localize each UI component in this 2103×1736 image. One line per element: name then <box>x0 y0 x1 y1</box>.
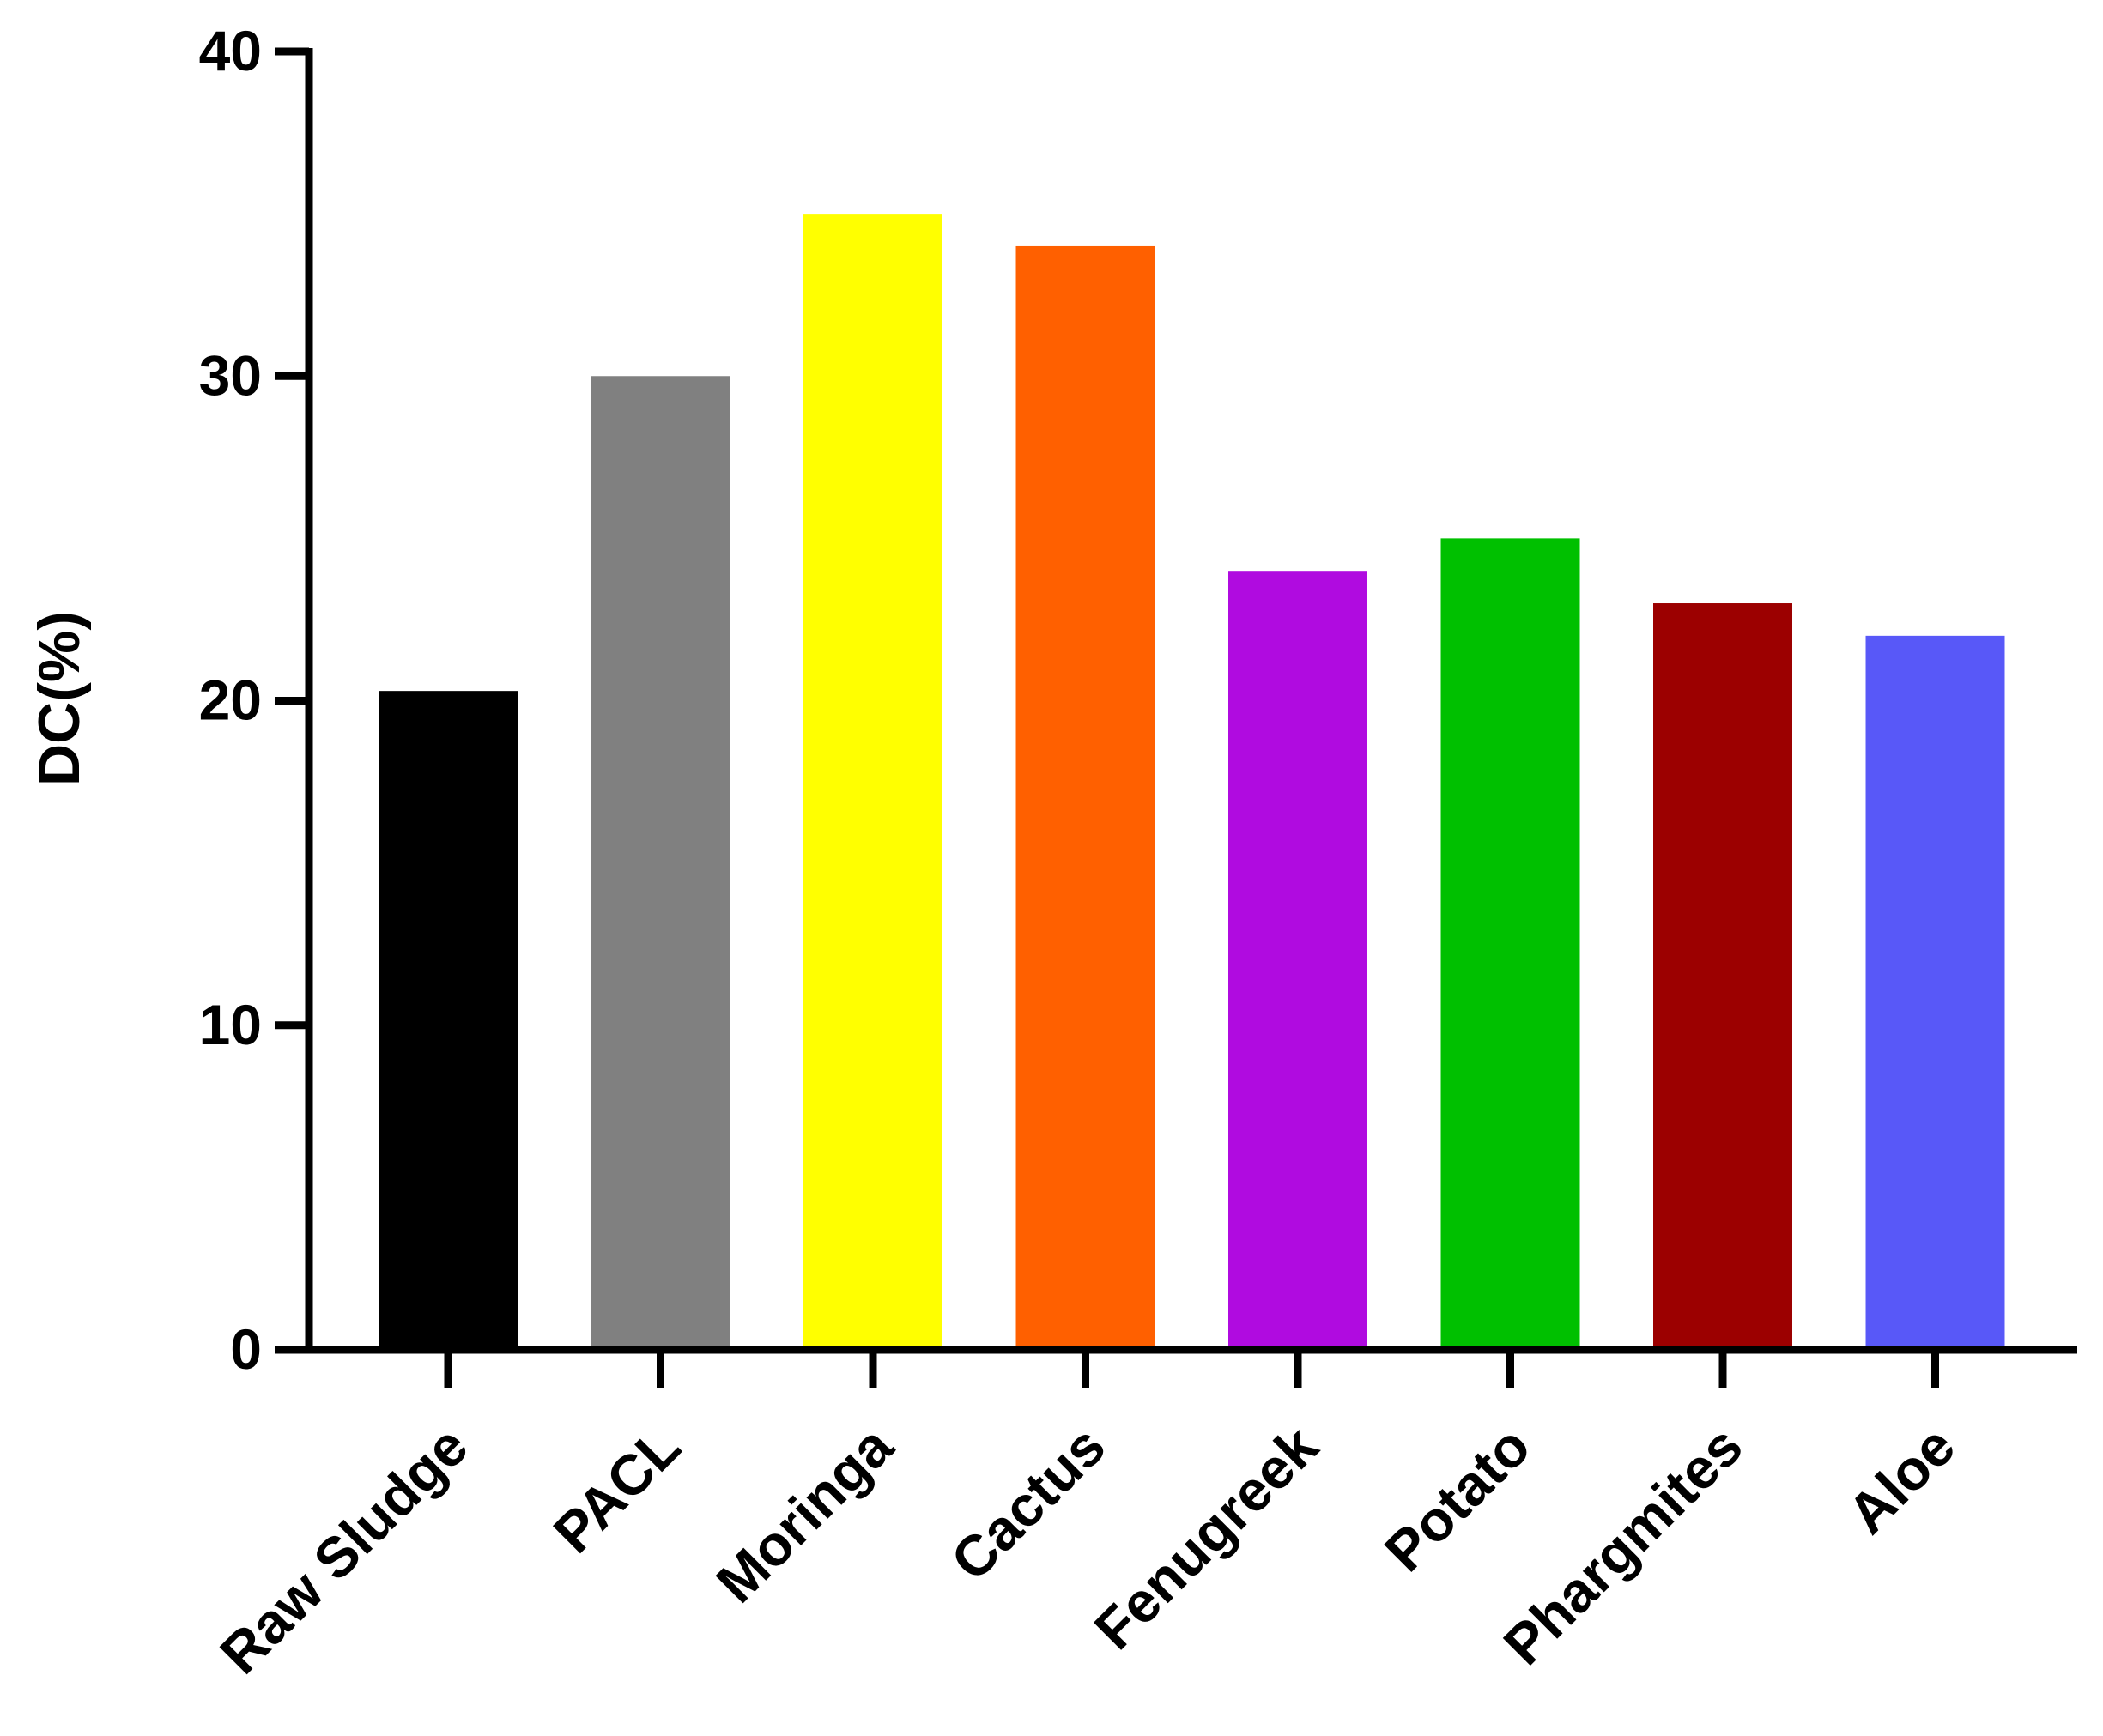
x-tick-label: Moringa <box>704 1413 906 1615</box>
y-tick-label: 30 <box>199 343 262 407</box>
x-tick-label: Fenugreek <box>1082 1413 1330 1661</box>
x-tick-label: PACL <box>541 1414 692 1565</box>
bars-group <box>379 214 2005 1351</box>
bar-cactus <box>1015 245 1155 1351</box>
bar-raw-sludge <box>379 691 518 1350</box>
bar-phargmites <box>1653 603 1792 1350</box>
y-tick-label: 0 <box>230 1317 262 1381</box>
bar-moringa <box>803 214 942 1350</box>
x-tick-label: Potato <box>1373 1414 1542 1584</box>
x-tick-label: Cactus <box>938 1414 1117 1593</box>
bar-aloe <box>1865 635 2005 1350</box>
y-ticks-group: 0 10 20 30 40 <box>199 19 309 1381</box>
bar-pacl <box>591 376 730 1350</box>
y-tick-label: 10 <box>199 993 262 1056</box>
y-axis-label: DC(%) <box>27 611 92 786</box>
axes-group <box>305 48 2077 1354</box>
y-tick-label: 40 <box>199 19 262 82</box>
x-tick-label: Aloe <box>1835 1414 1967 1545</box>
bar-fenugreek <box>1228 571 1367 1350</box>
x-tick-label: Raw Sludge <box>208 1414 480 1686</box>
bar-potato <box>1440 538 1580 1350</box>
y-tick-label: 20 <box>199 668 262 732</box>
